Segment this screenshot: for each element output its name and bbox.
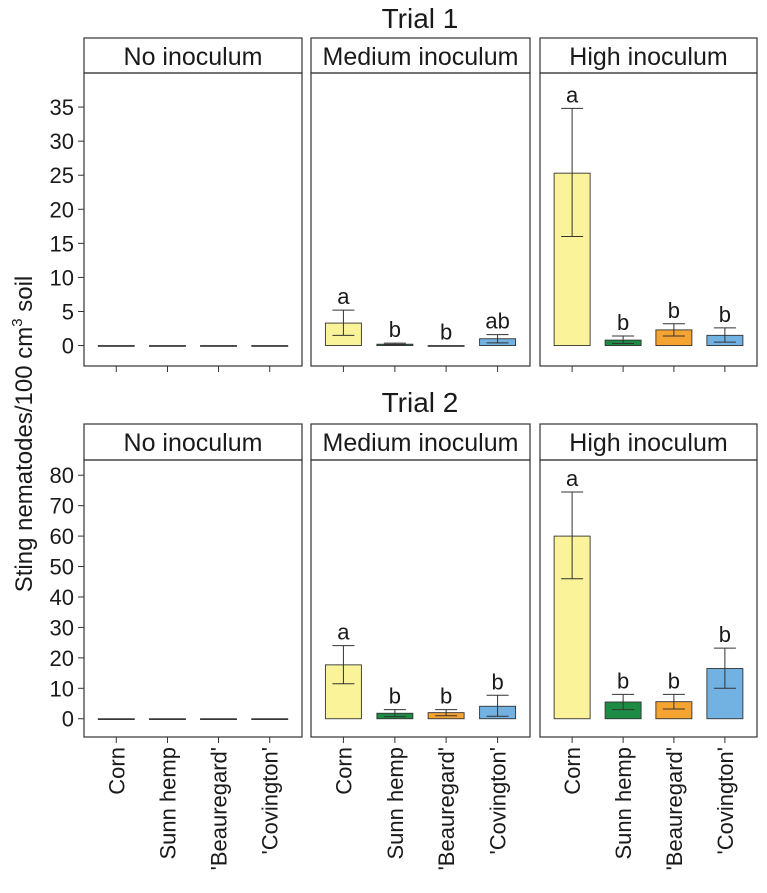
x-tick-label: Corn xyxy=(331,747,356,795)
significance-letter: b xyxy=(719,622,731,647)
panel-title: Medium inoculum xyxy=(323,43,519,71)
y-tick-label: 70 xyxy=(50,494,74,519)
y-tick-label: 50 xyxy=(50,555,74,580)
bar xyxy=(149,718,186,720)
x-tick-label: Sunn hemp xyxy=(611,747,636,860)
significance-letter: b xyxy=(617,310,629,335)
panel-title: High inoculum xyxy=(569,43,727,71)
y-axis-label: Sting nematodes/100 cm3 soil xyxy=(9,276,38,593)
y-tick-label: 30 xyxy=(50,129,74,154)
x-tick-label: Sunn hemp xyxy=(383,747,408,860)
x-tick-label: Corn xyxy=(560,747,585,795)
panel-strip xyxy=(83,423,303,461)
bar xyxy=(427,345,465,347)
panel-title: No inoculum xyxy=(124,429,263,457)
panel-strip xyxy=(310,423,531,461)
x-tick-label: Corn xyxy=(104,747,129,795)
bar xyxy=(97,718,135,720)
significance-letter: b xyxy=(617,668,629,693)
significance-letter: b xyxy=(491,669,503,694)
x-tick-label: 'Beauregard' xyxy=(662,747,687,870)
y-tick-label: 80 xyxy=(50,463,74,488)
x-tick-label: 'Beauregard' xyxy=(434,747,459,870)
y-tick-label: 15 xyxy=(50,231,74,256)
significance-letter: b xyxy=(719,302,731,327)
x-tick-label: 'Covington' xyxy=(486,747,511,854)
bar xyxy=(97,345,135,347)
significance-letter: b xyxy=(668,298,680,323)
panel-frame xyxy=(539,72,758,367)
panel-strip xyxy=(310,37,531,74)
significance-letter: a xyxy=(566,466,579,491)
significance-letter: b xyxy=(440,320,452,345)
y-tick-label: 0 xyxy=(62,334,74,359)
y-tick-label: 60 xyxy=(50,524,74,549)
bar xyxy=(200,718,237,720)
y-tick-label: 10 xyxy=(50,265,74,290)
significance-letter: b xyxy=(389,684,401,709)
y-tick-label: 20 xyxy=(50,646,74,671)
y-tick-label: 40 xyxy=(50,585,74,610)
bar xyxy=(251,718,289,720)
trial-title: Trial 1 xyxy=(382,3,459,34)
panel-frame xyxy=(310,459,531,738)
bar xyxy=(251,345,289,347)
panel-title: Medium inoculum xyxy=(323,429,519,457)
panel-frame xyxy=(83,459,303,738)
panel-title: High inoculum xyxy=(569,429,727,457)
panel-strip xyxy=(539,37,758,74)
plot-area: Trial 1 0 5 10 15 20 25 30 35 No inoculum Medium i… xyxy=(50,3,758,870)
y-tick-label: 5 xyxy=(62,299,74,324)
significance-letter: ab xyxy=(485,309,509,334)
panel-title: No inoculum xyxy=(124,43,263,71)
significance-letter: b xyxy=(440,684,452,709)
significance-letter: b xyxy=(389,317,401,342)
y-tick-label: 0 xyxy=(62,707,74,732)
bar xyxy=(149,345,186,347)
panel-frame xyxy=(310,72,531,367)
y-tick-label: 30 xyxy=(50,615,74,640)
trial-title: Trial 2 xyxy=(382,387,459,418)
significance-letter: b xyxy=(668,668,680,693)
panel-strip xyxy=(539,423,758,461)
panel-strip xyxy=(83,37,303,74)
significance-letter: a xyxy=(337,284,350,309)
significance-letter: a xyxy=(337,620,350,645)
x-tick-label: 'Beauregard' xyxy=(207,747,232,870)
x-tick-label: 'Covington' xyxy=(713,747,738,854)
panel-frame xyxy=(83,72,303,367)
bar xyxy=(200,345,237,347)
x-tick-label: Sunn hemp xyxy=(155,747,180,860)
y-tick-label: 35 xyxy=(50,95,74,120)
y-tick-label: 20 xyxy=(50,197,74,222)
panel-frame xyxy=(539,459,758,738)
x-tick-label: 'Covington' xyxy=(258,747,283,854)
y-tick-label: 25 xyxy=(50,163,74,188)
significance-letter: a xyxy=(566,82,579,107)
y-tick-label: 10 xyxy=(50,676,74,701)
